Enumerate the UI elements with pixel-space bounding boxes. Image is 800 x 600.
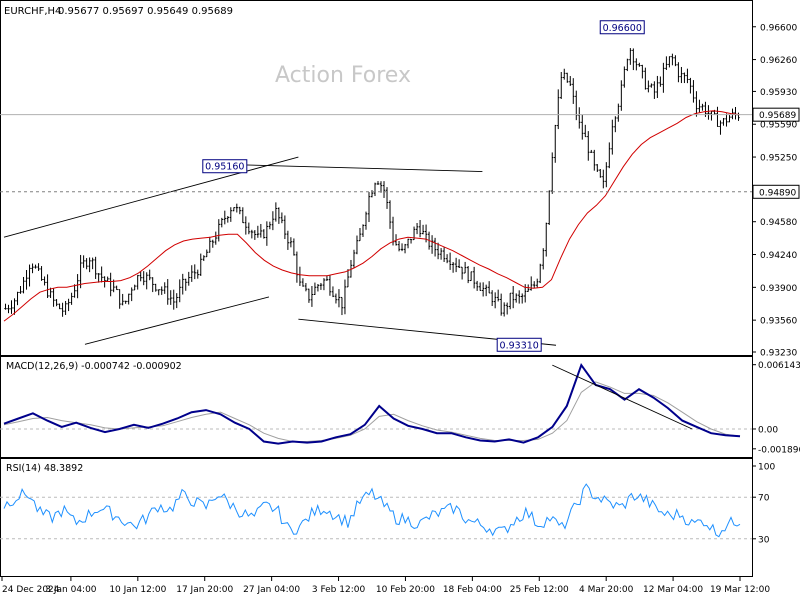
- x-tick-label: 24 Dec 2024: [2, 585, 60, 595]
- price-panel: [0, 0, 753, 356]
- macd-tick-label: 0.006143: [758, 361, 800, 371]
- x-tick-label: 4 Mar 20:00: [579, 585, 634, 595]
- price-layer: 0.95160 0.96600 0.93310: [0, 20, 752, 352]
- rsi-label: RSI(14) 48.3892: [6, 463, 83, 474]
- support-level-tag: [752, 184, 800, 199]
- macd-panel: [0, 356, 753, 458]
- price-tick-label: 0.93560: [760, 317, 797, 327]
- low-annotation-label: 0.93310: [500, 340, 539, 351]
- macd-tick-label: -0.001896: [758, 445, 800, 455]
- price-tick-label: 0.94240: [760, 251, 797, 261]
- low-annotation-box: [496, 337, 542, 352]
- x-tick-label: 12 Mar 04:00: [643, 585, 703, 595]
- price-tick-label: 0.95590: [760, 121, 797, 131]
- x-tick-label: 3 Jan 04:00: [45, 585, 97, 595]
- x-tick-label: 25 Feb 12:00: [510, 585, 569, 595]
- high-annotation-1-label: 0.95160: [205, 162, 244, 173]
- high-annotation-2-box: [599, 20, 645, 35]
- high-annotation-2-label: 0.96600: [603, 23, 642, 34]
- trendline-channel-lower: [84, 296, 270, 345]
- high-annotation-1-box: [202, 159, 248, 174]
- macd-tick-label: 0.00: [758, 425, 778, 435]
- header-ohlc: 0.95677 0.95697 0.95649 0.95689: [58, 6, 233, 17]
- macd-layer: [0, 362, 752, 445]
- price-tick-label: 0.95930: [760, 88, 797, 98]
- x-tick-label: 10 Jan 12:00: [109, 585, 166, 595]
- x-tick-label: 27 Jan 04:00: [243, 585, 300, 595]
- price-tick-label: 0.95250: [760, 154, 797, 164]
- moving-average-line: [3, 110, 741, 322]
- x-tick-label: 10 Feb 20:00: [376, 585, 435, 595]
- trendline-channel-upper: [3, 156, 299, 238]
- rsi-tick-label: 100: [758, 463, 775, 473]
- current-price-tag: [752, 107, 800, 122]
- price-tick-label: 0.96600: [760, 23, 797, 33]
- watermark: Action Forex: [275, 63, 411, 88]
- rsi-line: [3, 483, 741, 538]
- macd-signal-line: [3, 381, 741, 442]
- price-tick-label: 0.94580: [760, 218, 797, 228]
- current-price-tag-label: 0.95689: [759, 111, 796, 121]
- support-level-tag-label: 0.94890: [759, 188, 796, 198]
- header-symbol: EURCHF,H4: [4, 6, 61, 17]
- rsi-panel: [0, 458, 753, 577]
- x-tick-label: 19 Mar 12:00: [710, 585, 770, 595]
- x-tick-label: 18 Feb 04:00: [443, 585, 502, 595]
- x-tick-label: 3 Feb 12:00: [312, 585, 366, 595]
- x-tick-label: 17 Jan 20:00: [176, 585, 233, 595]
- price-tick-label: 0.93900: [760, 284, 797, 294]
- rsi-tick-label: 70: [758, 494, 770, 504]
- trendline-flag-upper: [239, 164, 483, 172]
- price-tick-label: 0.96260: [760, 56, 797, 66]
- macd-label: MACD(12,26,9) -0.000742 -0.000902: [6, 361, 182, 372]
- rsi-tick-label: 30: [758, 535, 770, 545]
- macd-trendline: [552, 364, 693, 430]
- axis-layer: 0.96600 0.96260 0.95930 0.95590 0.95250 0.945…: [1, 23, 800, 595]
- price-tick-label: 0.93230: [760, 349, 797, 359]
- rsi-layer: [0, 483, 752, 540]
